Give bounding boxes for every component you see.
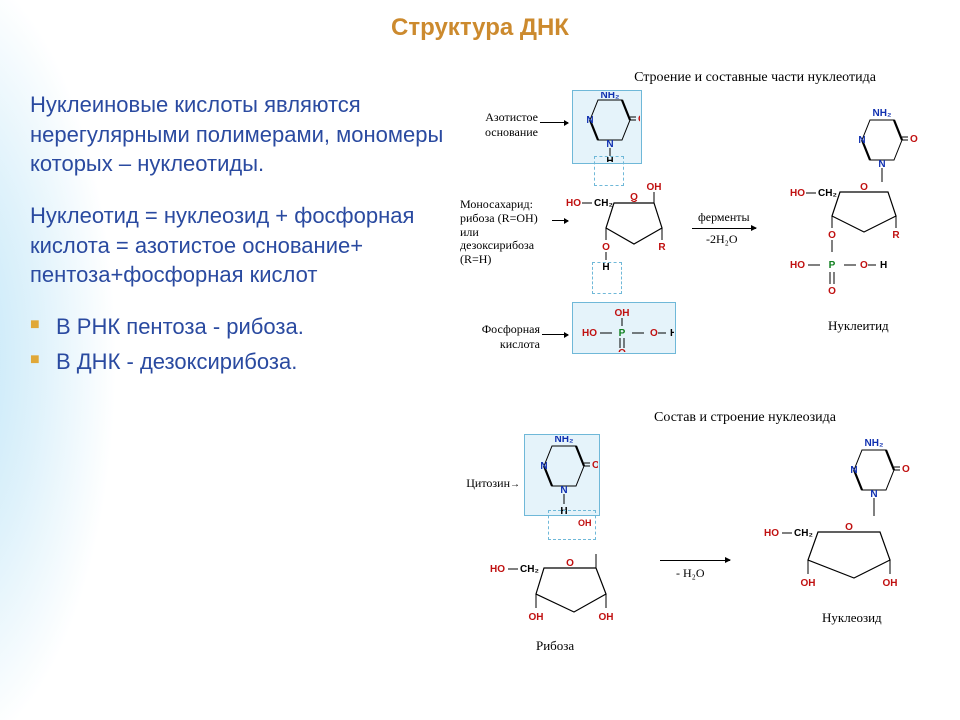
svg-text:NH₂: NH₂ xyxy=(601,92,620,101)
svg-text:O: O xyxy=(602,242,610,253)
svg-text:HO: HO xyxy=(490,564,505,575)
svg-text:OH: OH xyxy=(529,612,544,623)
svg-text:CH₂: CH₂ xyxy=(794,528,813,539)
svg-text:HO: HO xyxy=(582,328,597,339)
label-cytosine: Цитозин→ xyxy=(460,476,520,491)
svg-text:R: R xyxy=(658,242,666,253)
svg-text:O: O xyxy=(828,286,836,297)
svg-text:O: O xyxy=(860,182,868,193)
svg-text:O: O xyxy=(638,114,640,125)
svg-text:H: H xyxy=(880,260,887,271)
diagram-nucleoside: Состав и строение нуклеозида Цитозин→ NH… xyxy=(460,410,950,700)
svg-text:O: O xyxy=(630,192,638,203)
bullet-list: В РНК пентоза - рибоза. В ДНК - дезоксир… xyxy=(30,312,450,378)
label-nucleotide: Нуклеитид xyxy=(828,318,889,334)
svg-text:HO: HO xyxy=(764,528,779,539)
label-ribose: Рибоза xyxy=(536,638,574,654)
svg-text:OH: OH xyxy=(615,308,630,319)
svg-text:NH₂: NH₂ xyxy=(873,108,892,119)
diagram2-title: Состав и строение нуклеозида xyxy=(540,410,950,426)
svg-text:N: N xyxy=(540,461,547,472)
svg-text:CH₂: CH₂ xyxy=(594,198,613,209)
para-1: Нуклеиновые кислоты являются нерегулярны… xyxy=(30,90,450,179)
svg-text:O: O xyxy=(566,558,574,569)
label-phos: Фосфорнаякислота xyxy=(460,322,540,352)
svg-text:HO: HO xyxy=(790,260,805,271)
bullet-rnk: В РНК пентоза - рибоза. xyxy=(30,312,450,343)
svg-text:OH: OH xyxy=(883,578,898,589)
svg-text:R: R xyxy=(892,230,900,241)
bullet-dnk: В ДНК - дезоксирибоза. xyxy=(30,347,450,378)
page-title: Структура ДНК xyxy=(0,14,960,42)
svg-text:N: N xyxy=(858,135,865,146)
svg-text:N: N xyxy=(586,115,593,126)
svg-text:OH: OH xyxy=(647,182,662,193)
svg-text:NH₂: NH₂ xyxy=(555,436,574,445)
svg-text:P: P xyxy=(829,260,836,271)
svg-text:O: O xyxy=(902,464,910,475)
label-enzymes: ферменты xyxy=(698,210,750,225)
svg-text:O: O xyxy=(592,460,598,471)
svg-text:O: O xyxy=(618,348,626,352)
diagram-nucleotide: Строение и составные части нуклеотида Аз… xyxy=(460,70,950,380)
svg-text:P: P xyxy=(619,328,626,339)
svg-text:HO: HO xyxy=(566,198,581,209)
svg-text:O: O xyxy=(910,134,918,145)
svg-text:OH: OH xyxy=(599,612,614,623)
svg-text:H: H xyxy=(670,328,674,339)
svg-text:O: O xyxy=(650,328,658,339)
main-text: Нуклеиновые кислоты являются нерегулярны… xyxy=(30,90,450,382)
svg-text:O: O xyxy=(828,230,836,241)
label-nucleoside: Нуклеозид xyxy=(822,610,882,626)
label-h2o: - H₂O xyxy=(676,566,705,581)
para-2: Нуклеотид = нуклеозид + фосфорная кислот… xyxy=(30,201,450,290)
svg-text:OH: OH xyxy=(801,578,816,589)
svg-text:N: N xyxy=(850,465,857,476)
svg-text:O: O xyxy=(860,260,868,271)
svg-text:CH₂: CH₂ xyxy=(818,188,837,199)
svg-text:NH₂: NH₂ xyxy=(865,438,884,449)
svg-text:CH₂: CH₂ xyxy=(520,564,539,575)
svg-text:HO: HO xyxy=(790,188,805,199)
label-2h2o: -2H₂O xyxy=(706,232,738,247)
label-base: Азотистоеоснование xyxy=(460,110,538,140)
svg-text:O: O xyxy=(845,522,853,533)
diagram1-title: Строение и составные части нуклеотида xyxy=(560,70,950,86)
label-sugar: Моносахарид:рибоза (R=OH)илидезоксирибоз… xyxy=(460,198,550,267)
